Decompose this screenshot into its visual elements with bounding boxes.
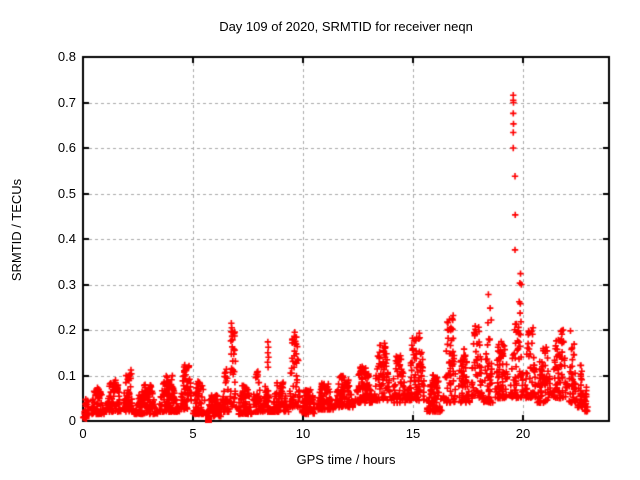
x-tick-label: 20 bbox=[515, 426, 531, 441]
y-tick-label: 0.6 bbox=[57, 140, 76, 155]
y-tick-label: 0.1 bbox=[57, 368, 76, 383]
y-tick-label: 0.8 bbox=[57, 49, 76, 64]
y-tick-label: 0 bbox=[68, 413, 76, 428]
x-tick-label: 10 bbox=[295, 426, 311, 441]
y-tick-label: 0.5 bbox=[57, 186, 76, 201]
y-tick-label: 0.7 bbox=[57, 95, 76, 110]
x-tick-label: 15 bbox=[405, 426, 421, 441]
x-tick-label: 0 bbox=[79, 426, 87, 441]
y-axis-label: SRMTID / TECUs bbox=[9, 178, 24, 282]
y-tick-label: 0.2 bbox=[57, 322, 76, 337]
y-tick-label: 0.3 bbox=[57, 277, 76, 292]
y-tick-label: 0.4 bbox=[57, 231, 76, 246]
x-tick-label: 5 bbox=[189, 426, 197, 441]
chart-title: Day 109 of 2020, SRMTID for receiver neq… bbox=[219, 19, 473, 34]
x-axis-label: GPS time / hours bbox=[296, 452, 396, 467]
